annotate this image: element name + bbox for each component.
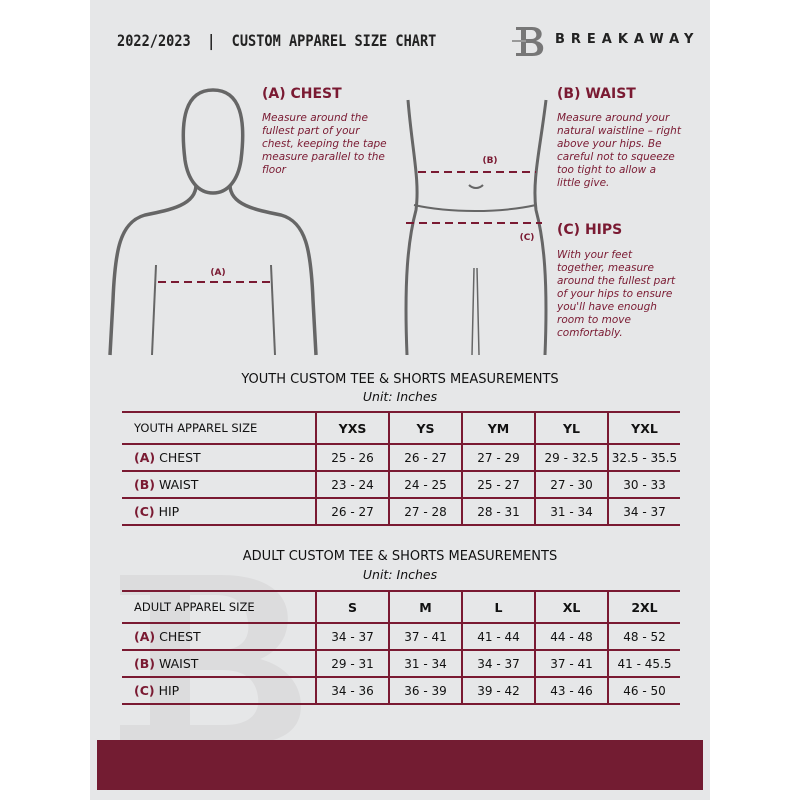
measurement-value: 34 - 37 xyxy=(461,649,535,678)
measurement-value: 41 - 45.5 xyxy=(607,649,680,678)
size-header: YOUTH APPAREL SIZE xyxy=(122,411,316,445)
measurement-value: 32.5 - 35.5 xyxy=(607,443,680,472)
measurement-value: 37 - 41 xyxy=(388,622,462,651)
measurement-value: 25 - 26 xyxy=(315,443,389,472)
size-column-header: YM xyxy=(461,411,535,445)
size-column-header: XL xyxy=(534,590,608,624)
measurement-value: 23 - 24 xyxy=(315,470,389,499)
measurement-value: 29 - 32.5 xyxy=(534,443,608,472)
measurement-name: WAIST xyxy=(158,477,199,492)
measurement-value: 31 - 34 xyxy=(388,649,462,678)
measurement-letter: (B) xyxy=(134,656,155,671)
measurement-name: CHEST xyxy=(159,629,201,644)
measurement-value: 48 - 52 xyxy=(607,622,680,651)
size-column-header: 2XL xyxy=(607,590,680,624)
size-column-header: YL xyxy=(534,411,608,445)
table-header-row: ADULT APPAREL SIZE S M L XL 2XL xyxy=(122,590,680,624)
adult-table-title: ADULT CUSTOM TEE & SHORTS MEASUREMENTS xyxy=(242,549,558,564)
measurement-value: 27 - 29 xyxy=(461,443,535,472)
measurement-value: 25 - 27 xyxy=(461,470,535,499)
chest-description: Measure around the fullest part of your … xyxy=(262,112,387,176)
measurement-value: 43 - 46 xyxy=(534,676,608,705)
youth-size-table: YOUTH APPAREL SIZE YXS YS YM YL YXL (A) CHEST 2… xyxy=(122,411,680,526)
measurement-label: (A) CHEST xyxy=(122,622,316,651)
hips-heading: (C) HIPS xyxy=(557,222,623,238)
waist-marker: (B) xyxy=(482,156,497,166)
waist-heading: (B) WAIST xyxy=(557,86,636,102)
size-column-header: S xyxy=(315,590,389,624)
measurement-value: 31 - 34 xyxy=(534,497,608,526)
measurement-letter: (C) xyxy=(134,504,155,519)
measurement-value: 27 - 28 xyxy=(388,497,462,526)
measurement-value: 34 - 37 xyxy=(607,497,680,526)
measurement-name: HIP xyxy=(158,683,180,698)
measurement-label: (B) WAIST xyxy=(122,649,316,678)
measurement-value: 37 - 41 xyxy=(534,649,608,678)
youth-table-title: YOUTH CUSTOM TEE & SHORTS MEASUREMENTS xyxy=(241,372,559,387)
measurement-label: (B) WAIST xyxy=(122,470,316,499)
youth-unit: Unit: Inches xyxy=(362,389,438,404)
measurement-letter: (A) xyxy=(134,629,156,644)
measurement-name: WAIST xyxy=(158,656,199,671)
measurement-value: 44 - 48 xyxy=(534,622,608,651)
measurement-value: 26 - 27 xyxy=(315,497,389,526)
measurement-value: 28 - 31 xyxy=(461,497,535,526)
size-header: ADULT APPAREL SIZE xyxy=(122,590,316,624)
measurement-value: 46 - 50 xyxy=(607,676,680,705)
table-header-row: YOUTH APPAREL SIZE YXS YS YM YL YXL xyxy=(122,411,680,445)
table-row: (A) CHEST 25 - 26 26 - 27 27 - 29 29 - 32.5 3… xyxy=(122,443,680,472)
table-row: (C) HIP 26 - 27 27 - 28 28 - 31 31 - 34 34 - … xyxy=(122,497,680,526)
table-row: (B) WAIST 23 - 24 24 - 25 25 - 27 27 - 30 30 … xyxy=(122,470,680,499)
torso-figure-icon xyxy=(404,99,548,356)
measurement-label: (C) HIP xyxy=(122,497,316,526)
adult-unit: Unit: Inches xyxy=(362,567,438,582)
page-title: 2022/2023 | CUSTOM APPAREL SIZE CHART xyxy=(117,31,437,50)
measurement-value: 34 - 37 xyxy=(315,622,389,651)
measurement-value: 41 - 44 xyxy=(461,622,535,651)
measurement-name: CHEST xyxy=(159,450,201,465)
measurement-name: HIP xyxy=(158,504,180,519)
footer-band xyxy=(97,740,703,790)
hips-marker: (C) xyxy=(520,233,535,243)
measurement-value: 30 - 33 xyxy=(607,470,680,499)
size-column-header: YXL xyxy=(607,411,680,445)
measurement-value: 29 - 31 xyxy=(315,649,389,678)
measurement-value: 24 - 25 xyxy=(388,470,462,499)
measurement-letter: (C) xyxy=(134,683,155,698)
measurement-label: (C) HIP xyxy=(122,676,316,705)
measurement-value: 39 - 42 xyxy=(461,676,535,705)
size-column-header: M xyxy=(388,590,462,624)
chest-figure-icon xyxy=(108,88,318,356)
size-column-header: YS xyxy=(388,411,462,445)
chest-heading: (A) CHEST xyxy=(262,86,342,102)
chest-marker: (A) xyxy=(210,268,225,278)
table-row: (B) WAIST 29 - 31 31 - 34 34 - 37 37 - 41 41 … xyxy=(122,649,680,678)
hips-description: With your feet together, measure around … xyxy=(557,249,676,339)
measurement-value: 34 - 36 xyxy=(315,676,389,705)
measurement-letter: (B) xyxy=(134,477,155,492)
body-illustrations: (A) (B) (C) xyxy=(108,88,548,356)
measurement-value: 26 - 27 xyxy=(388,443,462,472)
adult-size-table: ADULT APPAREL SIZE S M L XL 2XL (A) CHEST 34 - … xyxy=(122,590,680,705)
measurement-label: (A) CHEST xyxy=(122,443,316,472)
table-row: (C) HIP 34 - 36 36 - 39 39 - 42 43 - 46 46 - … xyxy=(122,676,680,705)
table-row: (A) CHEST 34 - 37 37 - 41 41 - 44 44 - 48 48 … xyxy=(122,622,680,651)
size-column-header: YXS xyxy=(315,411,389,445)
brand-name: BREAKAWAY xyxy=(555,32,700,47)
waist-description: Measure around your natural waistline – … xyxy=(557,112,681,189)
size-column-header: L xyxy=(461,590,535,624)
measurement-value: 27 - 30 xyxy=(534,470,608,499)
breakaway-logo-icon xyxy=(512,27,544,56)
measurement-letter: (A) xyxy=(134,450,156,465)
measurement-value: 36 - 39 xyxy=(388,676,462,705)
